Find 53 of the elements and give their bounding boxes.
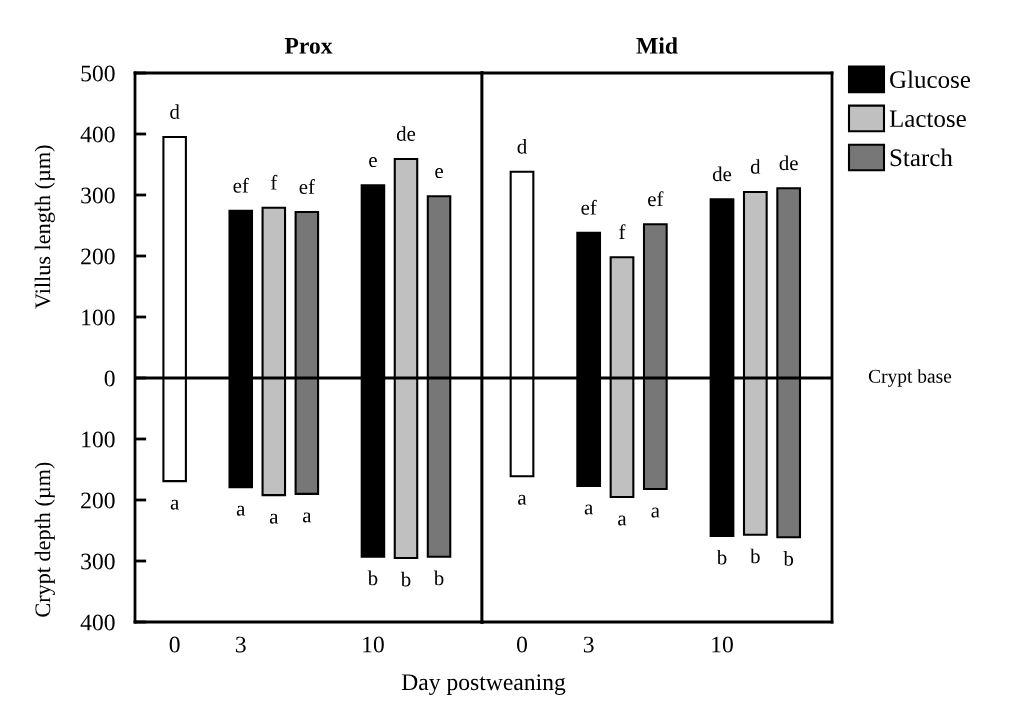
y-axis-title: Villus length (µm): [34, 145, 55, 309]
data-label: ef: [581, 199, 597, 215]
data-label: b: [750, 548, 760, 564]
data-label: a: [618, 515, 627, 526]
y-tick-label: 300: [81, 187, 115, 204]
x-axis-title: Day postweaning: [401, 674, 566, 695]
legend-label: Starch: [890, 148, 953, 167]
chart-title: Prox: [284, 38, 333, 54]
chart-title: Mid: [636, 37, 678, 54]
data-label: b: [433, 570, 444, 586]
data-label: a: [302, 512, 312, 523]
legend-label: Lactose: [889, 110, 966, 128]
data-label: ef: [233, 177, 249, 193]
data-label: f: [270, 174, 278, 190]
y-tick-label: 400: [80, 126, 115, 143]
y-tick-label: 300: [81, 553, 115, 570]
data-label: d: [517, 139, 527, 154]
data-label: e: [435, 168, 443, 179]
data-label: b: [783, 551, 794, 566]
data-label: de: [712, 166, 732, 182]
data-label: de: [779, 155, 798, 171]
data-label: d: [750, 159, 761, 174]
y-tick-label: 500: [81, 65, 115, 82]
y-tick-label: 200: [81, 248, 115, 265]
data-label: a: [584, 504, 593, 515]
ref-line-label: Crypt base: [868, 369, 952, 387]
data-label: de: [396, 126, 416, 141]
data-label: b: [716, 549, 727, 565]
data-label: b: [367, 570, 378, 586]
y-tick-label: 100: [82, 309, 115, 326]
data-label: ef: [299, 179, 315, 194]
x-tick-label: 10: [363, 636, 384, 653]
text: Crypt depth (µm): [34, 462, 55, 617]
data-label: d: [170, 104, 180, 119]
data-label: ef: [648, 191, 664, 207]
y-tick-label: 200: [81, 492, 115, 509]
data-label: a: [269, 513, 279, 524]
data-label: e: [369, 157, 377, 168]
y-tick-label: 400: [80, 614, 115, 631]
data-label: a: [651, 507, 660, 518]
data-label: a: [170, 499, 179, 510]
data-label: f: [619, 224, 626, 239]
data-label: a: [518, 494, 527, 505]
x-tick-label: 0: [169, 636, 180, 653]
data-label: b: [400, 571, 411, 587]
x-tick-label: 0: [517, 636, 527, 653]
x-tick-label: 3: [583, 636, 594, 653]
y-tick-label: 0: [104, 370, 115, 387]
x-tick-label: 10: [712, 636, 733, 653]
y-tick-label: 100: [82, 431, 115, 448]
data-label: a: [236, 505, 246, 516]
x-tick-label: 3: [235, 636, 246, 653]
legend-label: Glucose: [890, 70, 971, 89]
